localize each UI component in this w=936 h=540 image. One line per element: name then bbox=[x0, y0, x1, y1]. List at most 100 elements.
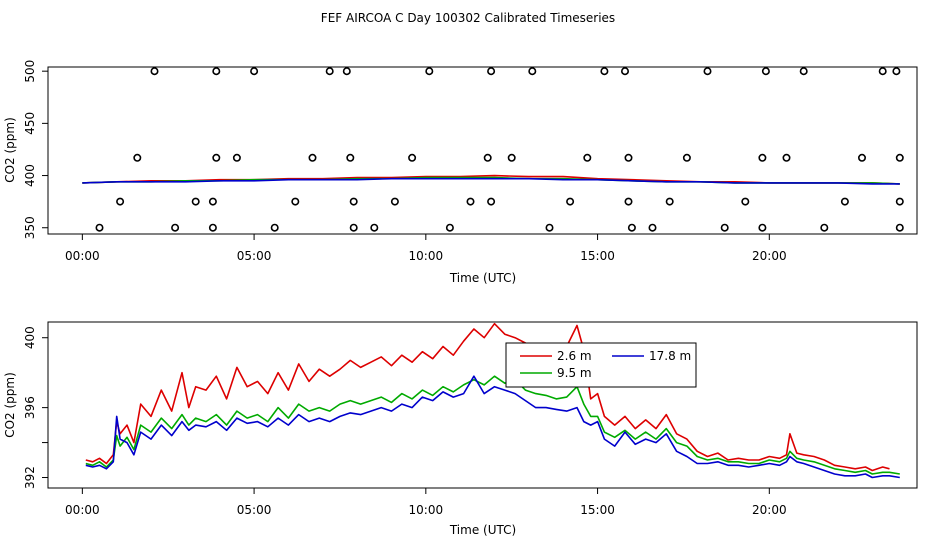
calibration-point bbox=[507, 153, 516, 162]
calibration-point bbox=[665, 197, 674, 206]
y-tick-label: 500 bbox=[23, 60, 37, 83]
x-tick-label: 10:00 bbox=[409, 503, 444, 517]
calibration-point bbox=[895, 223, 904, 232]
calibration-point bbox=[291, 197, 300, 206]
calibration-point bbox=[528, 67, 537, 76]
x-tick-label: 20:00 bbox=[752, 503, 787, 517]
calibration-point bbox=[878, 67, 887, 76]
calibration-point bbox=[191, 197, 200, 206]
ambient-series-lines bbox=[85, 322, 900, 479]
calibration-point bbox=[648, 223, 657, 232]
ambient-panel: 00:00 05:00 10:00 15:00 20:00 392 396 400 Time… bbox=[3, 321, 918, 537]
ambient-x-axis-label: Time (UTC) bbox=[449, 523, 516, 537]
calibration-point bbox=[741, 197, 750, 206]
legend-label-9-5m: 9.5 m bbox=[557, 366, 592, 380]
calibration-point bbox=[761, 67, 770, 76]
x-tick-label: 05:00 bbox=[237, 503, 272, 517]
calibration-point bbox=[208, 223, 217, 232]
x-tick-label: 15:00 bbox=[580, 503, 615, 517]
calibration-panel: 00:00 05:00 10:00 15:00 20:00 350 400 450 500 T… bbox=[3, 60, 918, 285]
x-tick-label: 00:00 bbox=[65, 249, 100, 263]
calibration-point bbox=[840, 197, 849, 206]
calibration-plot-frame bbox=[47, 66, 918, 235]
calibration-point bbox=[232, 153, 241, 162]
calibration-point bbox=[600, 67, 609, 76]
calibration-point bbox=[682, 153, 691, 162]
calibration-point bbox=[308, 153, 317, 162]
calibration-point bbox=[133, 153, 142, 162]
calibration-point bbox=[483, 153, 492, 162]
y-tick-label: 400 bbox=[23, 326, 37, 349]
calibration-point bbox=[758, 223, 767, 232]
legend-label-17-8m: 17.8 m bbox=[649, 349, 691, 363]
calibration-point bbox=[342, 67, 351, 76]
calibration-point bbox=[583, 153, 592, 162]
calibration-point bbox=[895, 197, 904, 206]
series-line-17-8-m bbox=[85, 375, 900, 479]
calibration-point bbox=[390, 197, 399, 206]
calibration-point bbox=[370, 223, 379, 232]
calibration-point bbox=[425, 67, 434, 76]
calibration-point bbox=[445, 223, 454, 232]
calibration-point bbox=[325, 67, 334, 76]
ambient-plot-frame bbox=[47, 321, 918, 489]
calibration-point bbox=[627, 223, 636, 232]
calibration-point bbox=[782, 153, 791, 162]
x-tick-label: 20:00 bbox=[752, 249, 787, 263]
calibration-point bbox=[408, 153, 417, 162]
x-tick-label: 10:00 bbox=[409, 249, 444, 263]
calibration-point bbox=[270, 223, 279, 232]
series-line-17-8-m bbox=[82, 177, 900, 185]
calibration-point bbox=[171, 223, 180, 232]
calibration-x-axis-label: Time (UTC) bbox=[449, 271, 516, 285]
calibration-point bbox=[624, 153, 633, 162]
calibration-y-ticks: 350 400 450 500 bbox=[23, 60, 48, 239]
calibration-point bbox=[466, 197, 475, 206]
calibration-point bbox=[703, 67, 712, 76]
calibration-point bbox=[250, 67, 259, 76]
calibration-point bbox=[208, 197, 217, 206]
series-line-2-6-m bbox=[85, 322, 890, 472]
y-tick-label: 396 bbox=[23, 396, 37, 419]
legend-label-2-6m: 2.6 m bbox=[557, 349, 592, 363]
legend: 2.6 m 17.8 m 9.5 m bbox=[505, 342, 697, 388]
ambient-y-ticks: 392 396 400 bbox=[23, 326, 48, 489]
calibration-x-ticks: 00:00 05:00 10:00 15:00 20:00 bbox=[65, 234, 787, 263]
y-tick-label: 400 bbox=[23, 164, 37, 187]
calibration-point bbox=[857, 153, 866, 162]
x-tick-label: 05:00 bbox=[237, 249, 272, 263]
y-tick-label: 350 bbox=[23, 216, 37, 239]
y-tick-label: 392 bbox=[23, 466, 37, 489]
calibration-point bbox=[799, 67, 808, 76]
calibration-point bbox=[895, 153, 904, 162]
legend-box bbox=[505, 342, 697, 388]
calibration-y-axis-label: CO2 (ppm) bbox=[3, 117, 17, 183]
series-line-9-5-m bbox=[85, 375, 900, 475]
calibration-point bbox=[116, 197, 125, 206]
calibration-point bbox=[566, 197, 575, 206]
calibration-series-lines bbox=[82, 174, 900, 185]
calibration-point bbox=[346, 153, 355, 162]
calibration-point bbox=[620, 67, 629, 76]
x-tick-label: 00:00 bbox=[65, 503, 100, 517]
calibration-point bbox=[545, 223, 554, 232]
calibration-point bbox=[95, 223, 104, 232]
calibration-point bbox=[487, 67, 496, 76]
calibration-point bbox=[349, 197, 358, 206]
calibration-points bbox=[95, 67, 904, 232]
calibration-point bbox=[758, 153, 767, 162]
y-tick-label: 450 bbox=[23, 112, 37, 135]
calibration-point bbox=[892, 67, 901, 76]
calibration-point bbox=[212, 67, 221, 76]
calibration-point bbox=[820, 223, 829, 232]
ambient-x-ticks: 00:00 05:00 10:00 15:00 20:00 bbox=[65, 488, 787, 517]
figure-title: FEF AIRCOA C Day 100302 Calibrated Times… bbox=[321, 11, 615, 25]
x-tick-label: 15:00 bbox=[580, 249, 615, 263]
calibration-point bbox=[720, 223, 729, 232]
calibration-point bbox=[212, 153, 221, 162]
calibration-point bbox=[150, 67, 159, 76]
calibration-point bbox=[349, 223, 358, 232]
calibration-point bbox=[624, 197, 633, 206]
ambient-y-axis-label: CO2 (ppm) bbox=[3, 372, 17, 438]
